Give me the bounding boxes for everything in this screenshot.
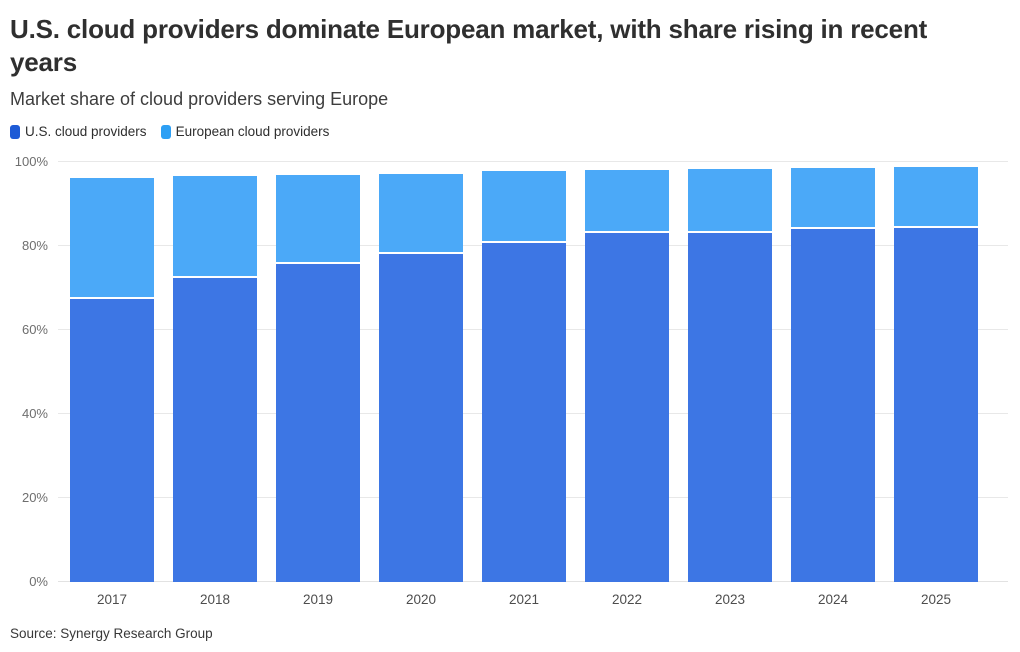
bar-2021-us-segment[interactable] [482, 243, 566, 582]
legend-label-european: European cloud providers [175, 124, 330, 139]
bar-2021-european-segment[interactable] [482, 171, 566, 243]
bar-2025-us-segment[interactable] [894, 228, 978, 582]
bar-2023[interactable] [688, 169, 772, 582]
bar-2018-us-segment[interactable] [173, 278, 257, 582]
x-axis-label-2023: 2023 [714, 592, 746, 607]
legend-swatch-us [10, 124, 20, 139]
x-axis-label-2020: 2020 [405, 592, 437, 607]
bar-2024-european-segment[interactable] [791, 168, 875, 229]
gridline-100 [58, 161, 1008, 162]
x-axis-label-2025: 2025 [920, 592, 952, 607]
y-axis-tick-label-0: 0% [29, 574, 48, 589]
bar-2025[interactable] [894, 167, 978, 582]
bar-2022-european-segment[interactable] [585, 170, 669, 233]
bar-2023-european-segment[interactable] [688, 169, 772, 233]
bar-2018-european-segment[interactable] [173, 176, 257, 278]
y-axis-tick-label-80: 80% [21, 238, 48, 253]
x-axis-label-2022: 2022 [611, 592, 643, 607]
bar-2023-us-segment[interactable] [688, 233, 772, 582]
legend-label-us: U.S. cloud providers [25, 124, 147, 139]
stacked-bar-chart: 2017 2018 2019 2020 2021 2022 2023 2024 2025 0% 2… [10, 154, 1010, 614]
bar-2017-us-segment[interactable] [70, 299, 154, 582]
x-axis-label-2019: 2019 [302, 592, 334, 607]
y-axis-tick-label-60: 60% [21, 322, 48, 337]
bar-2022[interactable] [585, 170, 669, 582]
page-title: U.S. cloud providers dominate European m… [10, 14, 928, 77]
x-axis-label-2017: 2017 [96, 592, 128, 607]
bar-2018[interactable] [173, 176, 257, 582]
bar-2024[interactable] [791, 168, 875, 582]
plot-area: 2017 2018 2019 2020 2021 2022 2023 2024 2025 [58, 161, 1008, 607]
bar-2021[interactable] [482, 171, 566, 582]
legend-item-us[interactable]: U.S. cloud providers [10, 124, 147, 139]
legend-swatch-european [160, 124, 171, 139]
bar-2017[interactable] [70, 178, 154, 582]
y-axis-tick-label-20: 20% [21, 490, 48, 505]
x-axis-label-2021: 2021 [508, 592, 540, 607]
source-text: Source: Synergy Research Group [10, 626, 213, 641]
x-axis-label-2018: 2018 [199, 592, 231, 607]
x-axis-label-2024: 2024 [817, 592, 849, 607]
legend: U.S. cloud providers European cloud prov… [10, 123, 1010, 140]
bar-2019-us-segment[interactable] [276, 264, 360, 582]
bar-2025-european-segment[interactable] [894, 167, 978, 228]
y-axis-tick-label-40: 40% [21, 406, 48, 421]
chart-subtitle: Market share of cloud providers serving … [10, 89, 389, 109]
bar-2020-european-segment[interactable] [379, 174, 463, 254]
bar-2019[interactable] [276, 175, 360, 582]
y-axis-tick-label-100: 100% [14, 154, 48, 169]
legend-item-european[interactable]: European cloud providers [160, 124, 330, 139]
bar-2020-us-segment[interactable] [379, 254, 463, 582]
bar-2024-us-segment[interactable] [791, 229, 875, 582]
bar-2019-european-segment[interactable] [276, 175, 360, 264]
bar-2017-european-segment[interactable] [70, 178, 154, 299]
bar-2022-us-segment[interactable] [585, 233, 669, 582]
bar-2020[interactable] [379, 174, 463, 582]
